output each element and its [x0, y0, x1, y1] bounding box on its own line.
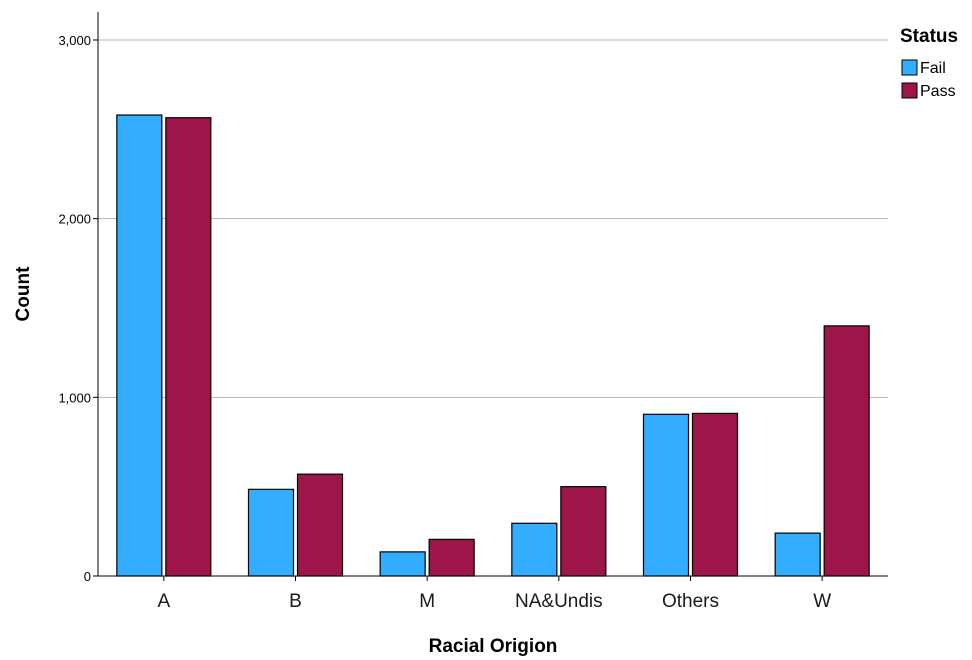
- x-tick-label: Others: [662, 591, 719, 612]
- y-tick-label: 0: [84, 569, 91, 584]
- x-tick-label: M: [419, 591, 435, 612]
- x-tick-label: W: [813, 591, 831, 612]
- y-tick-label: 3,000: [58, 33, 91, 48]
- legend-label-fail: Fail: [920, 60, 946, 77]
- legend-label-pass: Pass: [920, 83, 956, 100]
- x-tick-label: NA&Undis: [515, 591, 603, 612]
- legend-swatch-fail: [901, 59, 918, 76]
- x-axis-title: Racial Origion: [429, 636, 558, 657]
- bar-pass-w: [823, 325, 870, 577]
- x-tick-label: A: [157, 591, 170, 612]
- bar-fail-na-undis: [511, 522, 558, 577]
- axes: [97, 12, 888, 577]
- bar-pass-b: [296, 473, 344, 577]
- y-axis-title: Count: [13, 266, 34, 322]
- y-tick-label: 1,000: [58, 390, 91, 405]
- bars: [116, 114, 870, 577]
- bar-fail-others: [642, 413, 690, 577]
- bar-fail-m: [379, 551, 426, 577]
- bar-pass-a: [165, 117, 212, 577]
- bar-pass-na-undis: [560, 486, 607, 577]
- x-ticks: A B M NA&Undis Others W: [157, 576, 831, 612]
- y-tick-label: 2,000: [58, 212, 91, 227]
- bar-fail-b: [247, 488, 295, 577]
- legend-swatch-pass: [901, 82, 918, 99]
- bar-fail-w: [774, 532, 821, 577]
- x-tick-label: B: [289, 591, 302, 612]
- legend-title: Status: [900, 26, 958, 47]
- bar-pass-others: [691, 412, 739, 577]
- legend: Status Fail Pass: [900, 26, 958, 100]
- bar-pass-m: [428, 538, 475, 577]
- y-ticks: 0 1,000 2,000 3,000: [58, 33, 98, 584]
- gridlines: [98, 39, 888, 398]
- bar-fail-a: [116, 114, 163, 577]
